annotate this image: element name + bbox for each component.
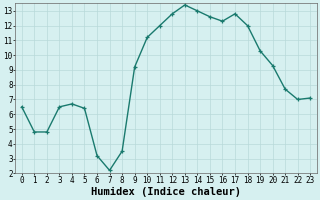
X-axis label: Humidex (Indice chaleur): Humidex (Indice chaleur) [91,186,241,197]
